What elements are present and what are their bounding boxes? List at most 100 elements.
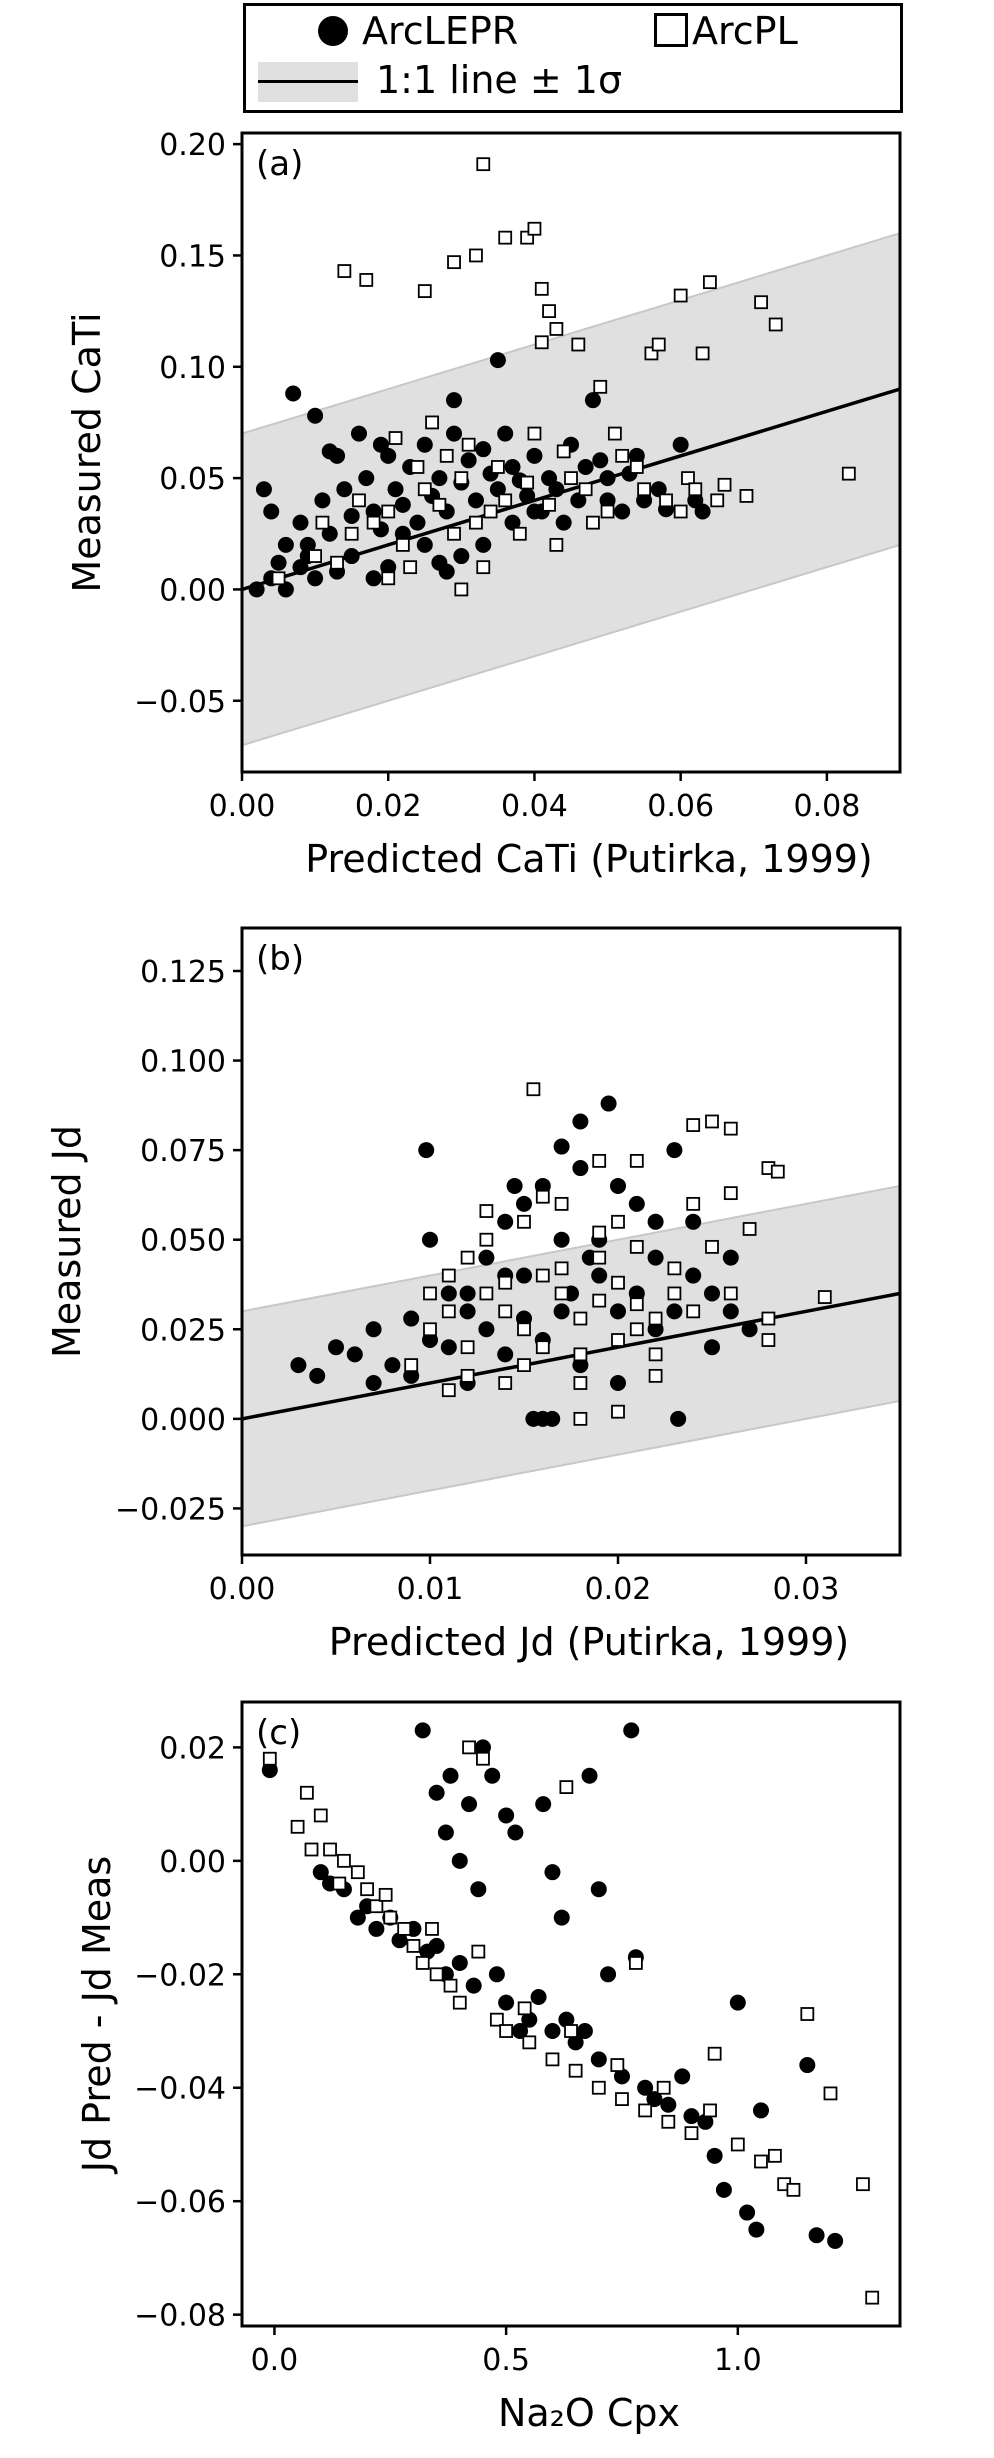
arcpl-point	[611, 1333, 625, 1347]
arclepr-point	[365, 1375, 382, 1392]
arclepr-point	[461, 1796, 478, 1813]
arclepr-point	[674, 2068, 691, 2085]
arclepr-point	[576, 2023, 593, 2040]
y-tick-label: 0.10	[159, 351, 226, 386]
axes-frame-b	[240, 926, 902, 1557]
panel-label-a: (a)	[256, 144, 303, 184]
arcpl-point	[686, 1196, 701, 1211]
arcpl-point	[573, 1376, 588, 1390]
arclepr-point	[470, 1881, 487, 1898]
arcpl-point	[462, 1740, 476, 1755]
arcpl-point	[723, 1121, 738, 1136]
arcpl-point	[542, 497, 556, 512]
arclepr-point	[437, 1824, 454, 1841]
y-tick-label: −0.05	[134, 685, 226, 720]
y-tick-label: 0.025	[140, 1313, 226, 1348]
arclepr-point	[685, 1267, 702, 1284]
y-tick-label: 0.05	[159, 462, 226, 497]
x-tick-label: 0.06	[647, 789, 714, 824]
arcpl-point	[290, 1819, 305, 1834]
y-tick-label: −0.08	[134, 2299, 226, 2334]
arclepr-point	[697, 2113, 714, 2130]
arclepr-point	[431, 554, 448, 571]
arcpl-point	[369, 1899, 384, 1914]
arclepr-point	[414, 1722, 431, 1739]
arcpl-point	[610, 2058, 625, 2072]
axes-frame-a	[240, 131, 902, 774]
arclepr-point	[372, 436, 389, 453]
arcpl-point	[415, 1956, 430, 1970]
arcpl-point	[447, 526, 461, 541]
arclepr-point	[459, 1285, 476, 1302]
arclepr-point	[428, 1784, 445, 1801]
arclepr-point	[553, 1231, 570, 1248]
arclepr-point	[263, 503, 280, 520]
arcpl-point	[710, 493, 725, 508]
x-tick-label: 0.02	[585, 1572, 652, 1607]
arclepr-point	[498, 1807, 515, 1824]
arcpl-point	[517, 1214, 531, 1229]
chart-panel-b: 0.00 0.01 0.02 0.03 −0.025 0.000 0.025 0.050 0.0…	[45, 926, 902, 1664]
legend-line-label: 1:1 line ± 1σ	[376, 58, 623, 102]
arclepr-point	[647, 1249, 664, 1266]
arclepr-point	[290, 1357, 307, 1374]
arclepr-point	[488, 1966, 505, 1983]
arclepr-point	[309, 1367, 326, 1384]
arcpl-point	[591, 2080, 606, 2095]
arclepr-point	[526, 503, 543, 520]
arclepr-point	[526, 447, 543, 464]
arcpl-point	[534, 335, 549, 350]
arclepr-point	[799, 2057, 816, 2074]
arcpl-point	[498, 1304, 513, 1319]
arcpl-point	[476, 1751, 490, 1766]
arcpl-point	[454, 582, 469, 597]
arcpl-point	[469, 515, 483, 530]
x-tick-label: 0.5	[482, 2343, 530, 2378]
arcpl-point	[629, 460, 644, 474]
arcpl-point	[684, 2126, 699, 2141]
arcpl-point	[337, 1853, 351, 1868]
arclepr-point	[328, 1339, 344, 1356]
arclepr-point	[489, 352, 506, 369]
arclepr-point	[460, 452, 477, 469]
arclepr-marker-icon	[318, 16, 348, 46]
arcpl-point	[443, 1978, 458, 1993]
arclepr-point	[446, 392, 463, 409]
arcpl-point	[527, 426, 542, 441]
arclepr-point	[591, 1267, 608, 1284]
arcpl-point	[517, 1358, 531, 1373]
arclepr-point	[346, 1346, 363, 1363]
arclepr-point	[475, 441, 492, 458]
arclepr-point	[683, 2108, 700, 2125]
arclepr-point	[506, 1177, 523, 1194]
arcpl-point	[573, 1311, 588, 1326]
arcpl-point	[564, 471, 578, 486]
arcpl-point	[629, 1153, 644, 1168]
x-tick-label: 0.04	[501, 789, 568, 824]
arcpl-point	[629, 1322, 644, 1337]
arcpl-point	[498, 493, 513, 508]
arcpl-point	[841, 466, 856, 481]
arclepr-point	[628, 447, 645, 464]
arcpl-point	[454, 471, 469, 486]
arcpl-point	[304, 1842, 319, 1857]
arclepr-point	[704, 1339, 720, 1356]
arclepr-point	[365, 1321, 382, 1338]
arclepr-point	[636, 492, 653, 509]
arclepr-point	[416, 536, 433, 553]
arcpl-point	[573, 1347, 588, 1362]
arclepr-point	[647, 1213, 664, 1230]
arclepr-point	[827, 2232, 844, 2249]
arcpl-point	[637, 482, 652, 497]
arcpl-point	[512, 526, 527, 541]
x-axis-label-a: Predicted CaTi (Putirka, 1999)	[305, 837, 873, 881]
arclepr-point	[431, 470, 448, 487]
arclepr-point	[567, 2034, 584, 2051]
x-axis-label-c: Na₂O Cpx	[498, 2391, 680, 2435]
arcpl-point	[337, 264, 352, 278]
arcpl-point	[406, 1939, 421, 1953]
arcpl-point	[611, 1275, 625, 1290]
arclepr-point	[544, 1864, 561, 1881]
legend-arcpl-label: ArcPL	[692, 9, 798, 53]
arcpl-point	[476, 157, 491, 172]
